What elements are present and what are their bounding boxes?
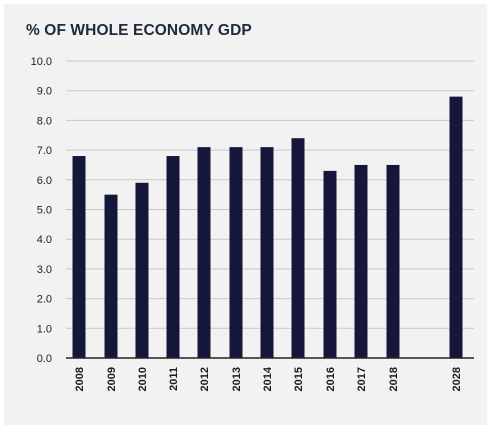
y-tick-label: 6.0 — [37, 175, 52, 187]
y-tick-label: 1.0 — [37, 323, 52, 335]
x-tick-label: 2017 — [356, 367, 368, 391]
y-tick-label: 5.0 — [37, 205, 52, 217]
x-tick-label: 2015 — [293, 367, 305, 391]
x-tick-label: 2010 — [137, 367, 149, 391]
bar-2013 — [229, 147, 243, 358]
y-tick-label: 8.0 — [37, 115, 52, 127]
bar-2011 — [166, 156, 180, 358]
x-tick-label: 2008 — [74, 367, 86, 391]
y-tick-label: 3.0 — [37, 264, 52, 276]
y-tick-label: 9.0 — [37, 86, 52, 98]
x-tick-label: 2011 — [168, 367, 180, 391]
x-tick-label: 2012 — [199, 367, 211, 391]
x-tick-label: 2013 — [231, 367, 243, 391]
bar-2008 — [72, 156, 86, 358]
axis-labels: 0.0 1.0 2.0 3.0 4.0 5.0 6.0 7.0 8.0 9.0 10.0 2008 20… — [31, 56, 463, 391]
bar-2028 — [449, 96, 463, 358]
bar-2014 — [260, 147, 274, 358]
bar-2009 — [104, 194, 118, 358]
y-tick-label: 4.0 — [37, 234, 52, 246]
bar-2016 — [323, 170, 337, 358]
bar-2015 — [291, 138, 305, 358]
y-tick-label: 7.0 — [37, 145, 52, 157]
x-tick-label: 2028 — [451, 367, 463, 391]
x-tick-label: 2014 — [262, 366, 274, 391]
bar-2018 — [386, 164, 400, 358]
bar-2012 — [197, 147, 211, 358]
bar-2010 — [135, 182, 149, 358]
y-tick-label: 2.0 — [37, 294, 52, 306]
x-tick-label: 2016 — [325, 367, 337, 391]
bars — [72, 96, 463, 358]
x-tick-label: 2018 — [388, 367, 400, 391]
y-tick-label: 10.0 — [31, 56, 52, 68]
bar-2017 — [354, 164, 368, 358]
chart-title: % OF WHOLE ECONOMY GDP — [26, 22, 252, 39]
y-tick-label: 0.0 — [37, 353, 52, 365]
x-tick-label: 2009 — [106, 367, 118, 391]
